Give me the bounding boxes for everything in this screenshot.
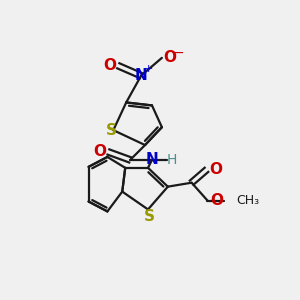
Text: −: −: [173, 46, 184, 60]
Text: O: O: [163, 50, 176, 65]
Text: S: S: [106, 123, 117, 138]
Text: O: O: [103, 58, 116, 73]
Text: CH₃: CH₃: [236, 194, 259, 207]
Text: N: N: [135, 68, 148, 83]
Text: +: +: [143, 64, 153, 74]
Text: O: O: [210, 193, 223, 208]
Text: N: N: [146, 152, 158, 167]
Text: O: O: [209, 162, 222, 177]
Text: O: O: [93, 145, 106, 160]
Text: H: H: [167, 153, 177, 167]
Text: S: S: [143, 209, 155, 224]
